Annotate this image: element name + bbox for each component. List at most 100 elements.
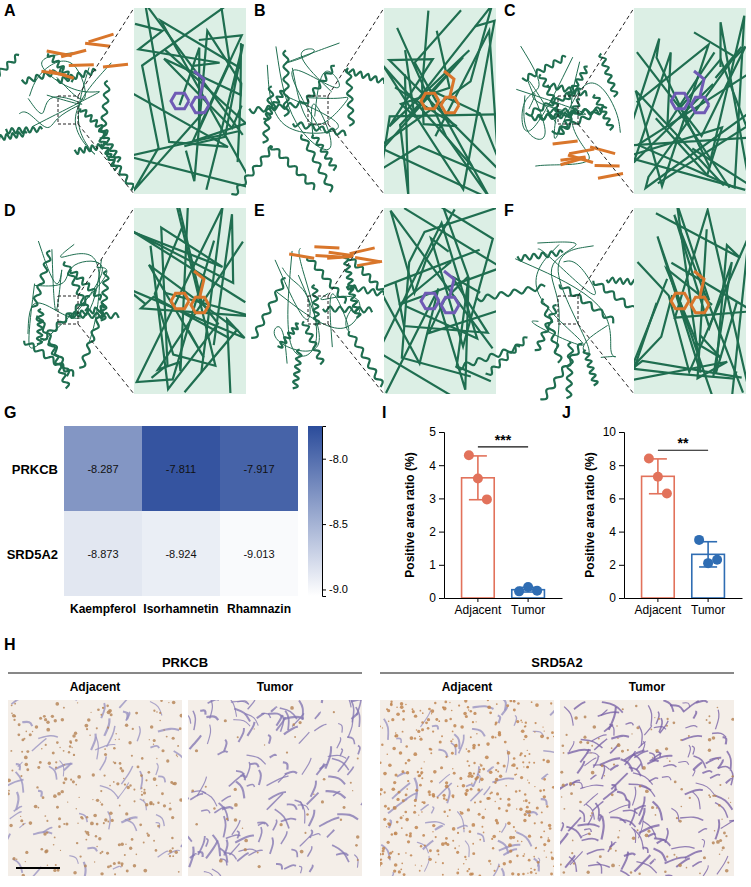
tissue-fiber	[79, 814, 87, 823]
stain-dot	[507, 751, 511, 755]
tissue-fiber	[626, 799, 630, 808]
stain-dot	[472, 823, 476, 827]
stain-dot	[472, 744, 476, 748]
tissue-fiber	[484, 786, 490, 795]
stain-dot	[573, 862, 575, 864]
stain-dot	[22, 874, 25, 876]
stain-dot	[8, 792, 10, 795]
tissue-fiber	[584, 793, 598, 805]
tissue-fiber	[726, 779, 732, 783]
stain-dot	[562, 784, 565, 787]
stain-dot	[396, 712, 400, 716]
stain-dot	[64, 777, 67, 780]
helix	[64, 261, 88, 311]
tissue-fiber	[121, 766, 132, 784]
heatmap-cell	[220, 426, 298, 511]
stain-dot	[480, 778, 484, 782]
tick-mark	[657, 598, 658, 602]
stain-dot	[470, 736, 472, 738]
tissue-fiber	[291, 850, 297, 858]
stain-dot	[356, 835, 359, 838]
stain-dot	[150, 725, 153, 728]
stain-dot	[65, 822, 68, 825]
tissue-fiber	[656, 752, 660, 757]
stain-dot	[486, 742, 490, 746]
stain-dot	[535, 872, 537, 874]
stain-dot	[471, 783, 472, 784]
tissue-fiber	[64, 763, 71, 770]
tissue-fiber	[723, 737, 727, 744]
zoom-content	[134, 208, 246, 393]
backbone-trace	[671, 210, 746, 391]
stain-dot	[452, 840, 454, 842]
helix	[75, 143, 107, 154]
image-background	[560, 700, 734, 876]
tick-label: -8.0	[329, 453, 348, 465]
tissue-fiber	[611, 773, 627, 789]
stain-dot	[424, 844, 426, 846]
tissue-fiber	[642, 741, 644, 751]
stain-dot	[63, 781, 66, 784]
guide	[328, 324, 384, 394]
stain-dot	[71, 747, 72, 748]
tick-mark	[439, 465, 444, 466]
stain-dot	[313, 793, 315, 795]
selection-box	[308, 296, 328, 324]
guide	[578, 324, 634, 394]
tissue-fiber	[692, 792, 700, 809]
stain-dot	[61, 790, 64, 793]
sheet	[561, 158, 586, 165]
tissue-fiber	[541, 799, 547, 805]
tissue-fiber	[259, 770, 261, 785]
stain-dot	[708, 738, 712, 742]
tissue-fiber	[662, 777, 671, 781]
loop	[538, 249, 596, 295]
panel-letter: I	[382, 404, 386, 421]
stain-dot	[53, 844, 55, 846]
stain-dot	[464, 700, 467, 703]
stain-dot	[468, 765, 470, 767]
stain-dot	[95, 835, 97, 837]
stain-dot	[46, 820, 48, 822]
tissue-fiber	[457, 825, 467, 828]
tissue-fiber	[213, 835, 221, 856]
stain-dot	[55, 864, 57, 866]
stain-dot	[399, 751, 403, 755]
stain-dot	[115, 733, 116, 734]
stain-dot	[321, 800, 324, 803]
stain-dot	[169, 802, 171, 804]
loop	[29, 267, 107, 348]
stain-dot	[414, 805, 416, 807]
stain-dot	[219, 859, 223, 863]
tissue-fiber	[663, 765, 676, 767]
tissue-fiber	[309, 810, 315, 826]
stain-dot	[430, 709, 434, 713]
stain-dot	[627, 749, 629, 751]
stain-dot	[128, 741, 131, 744]
tissue-fiber	[341, 700, 351, 707]
stain-dot	[107, 727, 109, 729]
stain-dot	[611, 864, 615, 868]
tissue-fiber	[69, 856, 78, 864]
tick-label: 0	[429, 591, 436, 605]
stain-dot	[563, 871, 566, 874]
tissue-fiber	[685, 790, 703, 795]
stain-dot	[517, 702, 520, 705]
stain-dot	[384, 805, 387, 808]
stain-dot	[119, 762, 122, 765]
tissue-fiber	[311, 781, 316, 797]
stain-dot	[107, 821, 109, 823]
stain-dot	[524, 725, 526, 727]
selection-box	[308, 96, 328, 124]
stain-dot	[172, 701, 176, 705]
stain-dot	[401, 862, 403, 864]
stain-dot	[157, 802, 159, 804]
cell-label: -7.811	[166, 463, 196, 475]
loop	[29, 61, 85, 99]
stain-dot	[135, 712, 138, 715]
stain-dot	[473, 772, 475, 774]
tissue-fiber	[38, 791, 42, 797]
stain-dot	[153, 739, 156, 742]
stain-dot	[678, 864, 682, 868]
stain-dot	[718, 804, 721, 807]
